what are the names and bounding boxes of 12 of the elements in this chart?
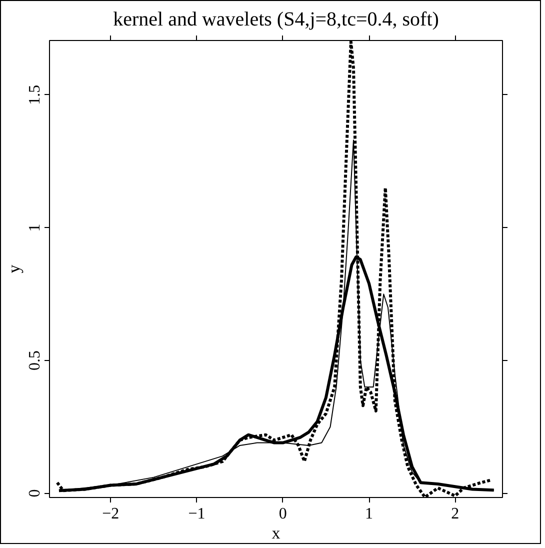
chart-title: kernel and wavelets (S4,j=8,tc=0.4, soft) (113, 8, 439, 30)
x-tick-label: −1 (188, 506, 206, 522)
y-tick-label: 1.5 (26, 84, 44, 105)
y-tick-label: 0 (26, 489, 44, 498)
x-tick-label: 0 (278, 506, 287, 522)
y-tick-label: 0.5 (26, 350, 44, 370)
x-axis-title: x (272, 524, 281, 542)
x-tick-label: 1 (365, 506, 374, 522)
x-tick-label: 2 (451, 506, 460, 522)
y-axis-title: y (4, 264, 24, 274)
x-tick-label: −2 (102, 506, 120, 522)
y-tick-label: 1 (26, 224, 44, 232)
